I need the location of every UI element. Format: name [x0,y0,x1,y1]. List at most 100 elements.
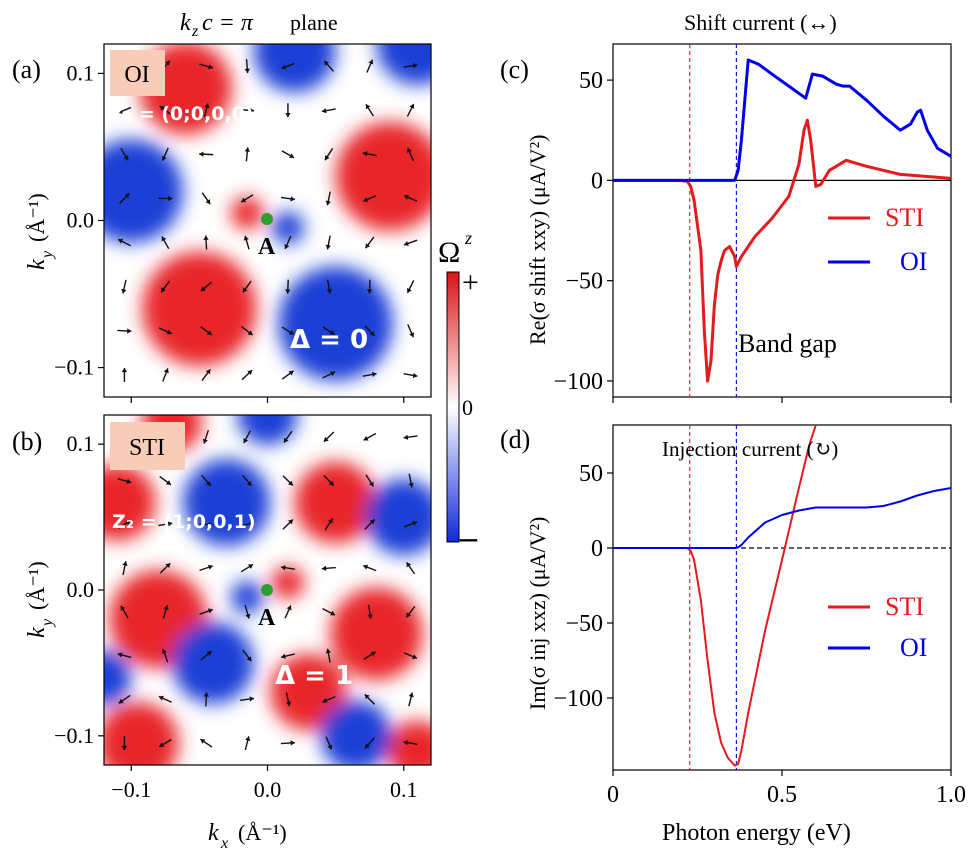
heatmap-a-arrowhead [330,371,336,377]
point-a-label: A [258,234,276,260]
heatmap-b-blob [365,478,431,556]
heatmap-b-arrowhead [122,561,128,566]
heatmap-a-arrowhead [412,372,418,379]
heatmap-a-arrowhead [208,64,213,70]
chart-d-ytick-label: 50 [579,461,603,487]
heatmap-b-arrowhead [286,605,292,611]
heatmap-a-arrowhead [117,108,123,114]
heatmap-b-arrowhead [202,438,208,444]
heatmap-b-arrowhead [117,652,123,658]
heatmap-a-ytick-label: 0.0 [67,208,95,233]
heatmap-a-arrowhead [244,147,251,152]
heatmap-b-arrowhead [328,518,333,524]
heatmap-b-blob [183,458,271,547]
heatmap-b-arrowhead [328,480,334,486]
chart-d-series-sti [613,425,817,767]
top-title: k z c = π plane [180,10,338,40]
heatmap-b-arrowhead [322,697,328,703]
heatmap-a-ytick-label: 0.1 [67,60,95,85]
heatmap-b-arrowhead [288,519,293,525]
heatmap-a-arrowhead [242,287,248,293]
phase-label-a: OI [124,62,149,88]
chart-c-ytick-label: −50 [565,269,603,295]
ylabel-c: Re(σ shift xxy) (μA/V²) [525,135,550,346]
photon-energy-label: Photon energy (eV) [662,820,851,846]
heatmap-a-arrowhead [284,244,290,249]
heatmap-panel-b: −0.1 0.0 0.1 −0.1 0.0 0.1 A STI Z₂ = (1;0,0,1… [12,414,432,802]
ky-label-b-k: k [24,627,50,638]
heatmap-a-arrowhead [288,330,294,335]
legend-c-sti-label: STI [885,203,924,232]
ylabel-d: Im(σ inj xxz) (μA/V²) [525,517,550,710]
heatmap-a-arrowhead [249,107,255,114]
heatmap-a-arrowhead [161,236,167,242]
panel-label-a: (a) [12,55,41,84]
heatmap-b-arrowhead [120,605,126,611]
heatmap-b-arrowhead [208,521,214,528]
heatmap-a-arrowhead [206,330,212,335]
heatmap-a-arrowhead [325,200,331,206]
heatmap-b-arrowhead [243,438,249,444]
heatmap-b-blob [270,653,347,731]
heatmap-b-arrowhead [325,648,331,654]
heatmap-a-arrowhead [409,332,415,338]
heatmap-b-arrowhead [363,564,369,570]
panel-label-b: (b) [12,427,42,456]
heatmap-a-arrowhead [412,63,418,69]
colorbar-zero: 0 [462,395,473,420]
heatmap-a-arrowhead [241,197,247,203]
heatmap-b-arrowhead [207,608,213,614]
heatmap-a-arrowhead [288,370,294,376]
kx-label: k x (Å⁻¹) [208,820,287,852]
heatmap-b-xtick-label: 0.1 [390,777,418,802]
heatmap-b-arrowhead [207,564,213,570]
heatmap-b-arrowhead [330,610,336,616]
heatmap-b-blob [271,566,305,600]
heatmap-a-arrowhead [325,244,331,250]
heatmap-a-blob [230,196,264,230]
heatmap-a-blob [335,121,431,231]
delta-label-b: Δ = 1 [275,661,353,691]
heatmap-b-arrowhead [369,519,375,525]
ky-label-a-unit: (Å⁻¹) [24,193,49,242]
heatmap-a-arrowhead [163,368,169,374]
ky-label-b-unit: (Å⁻¹) [24,561,49,610]
heatmap-a-arrowhead [168,195,173,202]
heatmap-b-arrowhead [403,739,409,746]
heatmap-a-arrowhead [407,147,412,153]
heatmap-b-arrowhead [290,740,295,746]
heatmap-a-arrowhead [366,289,373,294]
heatmap-b-arrowhead [408,482,414,488]
heatmap-a-arrowhead [285,112,291,118]
heatmap-a-blob [271,211,305,245]
heatmap-a-blob [142,251,257,366]
chart-d-xtick-label: 0.5 [767,782,797,808]
heatmap-a-arrows [117,59,418,382]
chart-panel-c: Shift current (↔) −100 −50 0 50 Band gap ST… [500,10,952,403]
heatmap-a-blob [253,44,336,93]
heatmap-a-arrowhead [205,369,211,375]
heatmap-b-arrowhead [408,692,414,698]
heatmap-b-arrowhead [283,437,289,443]
top-title-rest: c = π [202,10,254,36]
heatmap-b-arrowhead [367,614,373,619]
heatmap-a-arrowhead [166,329,172,335]
legend-d-oi-label: OI [900,633,927,662]
heatmap-b-arrowhead [205,480,211,486]
heatmap-a-arrowhead [243,235,249,241]
kx-label-sub: x [220,835,228,852]
heatmap-b-blob [320,700,392,765]
heatmap-a-blob [104,139,184,243]
panel-label-d: (d) [500,425,530,454]
heatmap-b-arrowhead [406,562,412,568]
legend-c-oi-label: OI [900,247,927,276]
heatmap-b-ytick-label: 0.1 [67,431,95,456]
heatmap-a-arrowhead [324,60,329,66]
ky-label-b-sub: y [39,618,56,628]
heatmap-b-blobs [104,415,431,765]
heatmap-a-arrowhead [321,108,327,114]
heatmap-a-arrowhead [247,330,253,336]
chart-c-series-sti [613,118,951,383]
heatmap-b-blob [230,580,264,614]
